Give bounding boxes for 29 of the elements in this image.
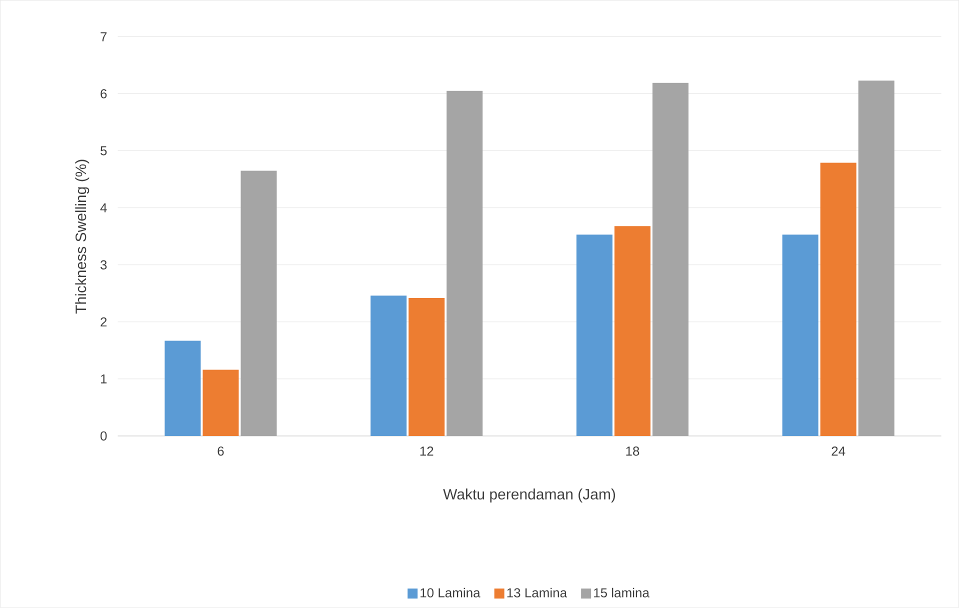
y-tick-label: 3 xyxy=(100,260,107,270)
y-tick-label: 2 xyxy=(100,317,107,327)
y-tick-label: 5 xyxy=(100,146,107,156)
bar xyxy=(446,91,483,436)
x-tick-label: 18 xyxy=(626,446,640,456)
bar xyxy=(240,170,277,436)
bar xyxy=(408,298,445,436)
y-tick-label: 6 xyxy=(100,89,107,98)
bar xyxy=(614,226,650,436)
bar xyxy=(576,234,612,436)
legend-label: 15 lamina xyxy=(594,588,650,598)
bar xyxy=(858,80,894,436)
y-tick-label: 7 xyxy=(100,32,107,42)
legend-label: 13 Lamina xyxy=(507,588,568,598)
bar xyxy=(370,296,407,436)
y-tick-label: 0 xyxy=(100,431,107,441)
bar xyxy=(820,162,856,436)
bar xyxy=(164,340,201,436)
bar xyxy=(782,234,818,436)
x-tick-label: 24 xyxy=(832,446,846,456)
bar xyxy=(652,83,688,436)
x-tick-label: 12 xyxy=(420,446,434,456)
x-axis-title: Waktu perendaman (Jam) xyxy=(443,488,616,503)
legend-label: 10 Lamina xyxy=(420,588,480,598)
x-tick-label: 6 xyxy=(218,446,224,456)
bar xyxy=(202,370,239,436)
y-axis-title: Thickness Swelling (%) xyxy=(75,160,90,314)
y-tick-label: 1 xyxy=(100,374,107,384)
y-tick-label: 4 xyxy=(100,203,107,212)
